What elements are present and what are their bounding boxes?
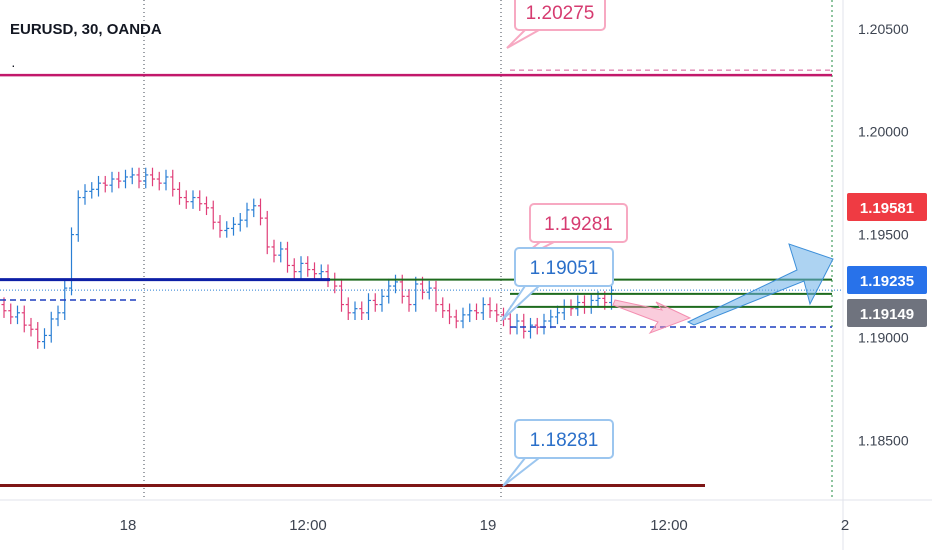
callout-box	[514, 247, 614, 287]
price-badge-label: 1.19149	[860, 306, 914, 323]
price-badge-1.19235: 1.19235	[847, 266, 927, 294]
y-tick-label: 1.19000	[858, 329, 909, 345]
x-tick-label: 12:00	[650, 517, 688, 534]
callout-1.19051: 1.19051	[501, 247, 614, 321]
callout-box	[529, 203, 628, 243]
price-badge-1.19149: 1.19149	[847, 299, 927, 327]
callout-pointer	[502, 457, 542, 487]
callout-box	[514, 419, 614, 459]
price-badge-bg	[847, 193, 927, 221]
bearish-arrow	[612, 299, 692, 335]
callout-label: 1.20275	[526, 3, 595, 24]
price-badge-label: 1.19581	[860, 200, 914, 217]
callout-pointer	[506, 29, 543, 49]
callout-box	[514, 0, 606, 31]
x-tick-label: 12:00	[289, 517, 327, 534]
candles	[1, 167, 614, 349]
x-tick-label: 2	[841, 517, 849, 534]
callout-label: 1.18281	[530, 430, 599, 451]
callout-1.20275: 1.20275	[506, 0, 606, 49]
callout-label: 1.19051	[530, 258, 599, 279]
x-tick-label: 18	[120, 517, 137, 534]
price-badge-1.19581: 1.19581	[847, 193, 927, 221]
callout-label: 1.19281	[544, 214, 613, 235]
price-badge-bg	[847, 299, 927, 327]
indicator-dot: ·	[11, 57, 16, 73]
y-tick-label: 1.19500	[858, 227, 909, 243]
y-tick-label: 1.18500	[858, 432, 909, 448]
callout-pointer	[501, 285, 542, 321]
x-tick-label: 19	[480, 517, 497, 534]
price-badge-bg	[847, 266, 927, 294]
price-badge-label: 1.19235	[860, 273, 914, 290]
bullish-arrow	[686, 243, 834, 326]
y-tick-label: 1.20000	[858, 124, 909, 140]
callout-1.18281: 1.18281	[502, 419, 614, 487]
y-tick-label: 1.20500	[858, 21, 909, 37]
symbol-title: EURUSD, 30, OANDA	[10, 21, 162, 38]
